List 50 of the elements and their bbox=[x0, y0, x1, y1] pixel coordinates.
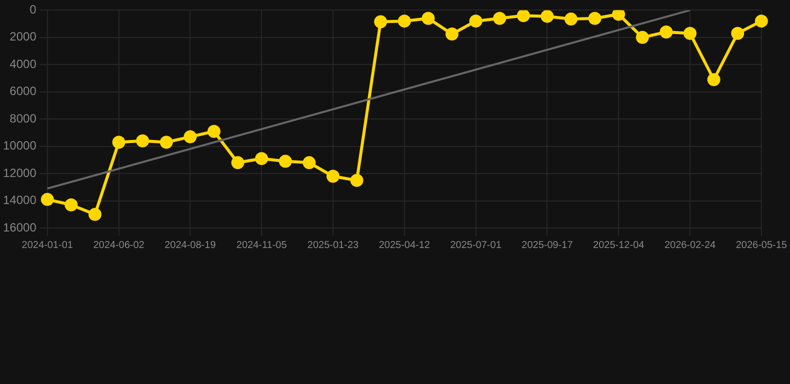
point bbox=[588, 12, 602, 25]
point bbox=[540, 10, 554, 23]
x-tick-label: 2025-12-04 bbox=[593, 240, 645, 251]
point bbox=[350, 174, 364, 187]
point bbox=[302, 156, 316, 170]
x-tick-label: 2026-02-24 bbox=[664, 240, 716, 251]
point bbox=[398, 14, 411, 28]
y-tick-label: 10000 bbox=[2, 138, 37, 153]
point bbox=[516, 10, 530, 22]
x-tick-label: 2024-01-01 bbox=[22, 240, 74, 251]
x-tick-label: 2025-09-17 bbox=[522, 240, 574, 251]
point bbox=[255, 152, 268, 166]
point bbox=[160, 136, 173, 149]
point bbox=[660, 25, 673, 38]
x-tick-label: 2026-05-15 bbox=[736, 240, 788, 251]
y-tick-label: 16000 bbox=[2, 220, 37, 234]
x-tick-label: 2024-08-19 bbox=[164, 240, 216, 251]
y-tick-label: 0 bbox=[30, 2, 37, 17]
x-tick-label: 2024-11-05 bbox=[236, 240, 288, 251]
point bbox=[278, 154, 292, 168]
x-tick-label: 2025-04-12 bbox=[378, 240, 430, 251]
point bbox=[612, 10, 626, 21]
point bbox=[446, 28, 458, 41]
x-tick-label: 2024-06-02 bbox=[93, 240, 145, 251]
point bbox=[754, 14, 768, 28]
point bbox=[88, 208, 102, 221]
point bbox=[493, 12, 506, 25]
point bbox=[184, 130, 197, 144]
point bbox=[326, 170, 340, 183]
point bbox=[731, 26, 744, 40]
y-tick-label: 2000 bbox=[10, 30, 37, 44]
point bbox=[564, 12, 578, 26]
point bbox=[684, 26, 697, 40]
point bbox=[374, 15, 388, 28]
y-tick-label: 14000 bbox=[2, 193, 37, 208]
point bbox=[636, 30, 649, 44]
point bbox=[422, 12, 435, 25]
x-tick-label: 2025-07-01 bbox=[450, 240, 502, 251]
y-tick-label: 6000 bbox=[10, 84, 37, 98]
point bbox=[136, 134, 150, 148]
point bbox=[207, 124, 220, 138]
x-tick-label: 2025-01-23 bbox=[307, 240, 360, 251]
point bbox=[64, 198, 78, 212]
y-tick-label: 4000 bbox=[10, 56, 37, 71]
point bbox=[707, 73, 720, 86]
y-tick-label: 8000 bbox=[10, 111, 37, 126]
point bbox=[469, 14, 482, 28]
point bbox=[231, 156, 244, 170]
point bbox=[112, 136, 126, 149]
y-tick-label: 12000 bbox=[2, 166, 37, 180]
